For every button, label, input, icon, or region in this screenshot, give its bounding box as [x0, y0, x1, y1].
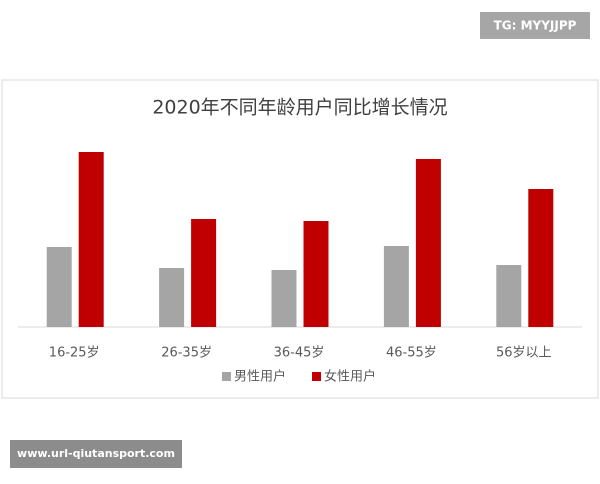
watermark: TG: MYYJJPP [494, 19, 577, 33]
watermark-box [480, 12, 590, 39]
x-tick-label: 26-35岁 [161, 346, 212, 361]
bar [191, 219, 217, 327]
bar [383, 246, 409, 327]
x-tick-label: 36-45岁 [274, 346, 325, 361]
x-tick-label: 56岁以上 [496, 346, 552, 361]
bar [46, 247, 72, 327]
bar [271, 270, 297, 327]
bar [528, 189, 554, 327]
legend-label: 女性用户 [324, 369, 376, 385]
legend-label: 男性用户 [234, 369, 286, 385]
x-tick-label: 46-55岁 [386, 346, 437, 361]
bar [159, 268, 185, 327]
watermark-box [10, 440, 182, 468]
chart-title: 2020年不同年龄用户同比增长情况 [152, 97, 447, 119]
bar [78, 152, 104, 327]
bar [303, 221, 329, 327]
watermark: www.url-qiutansport.com [17, 447, 175, 460]
legend-swatch [312, 372, 321, 381]
x-tick-label: 16-25岁 [49, 346, 100, 361]
legend-swatch [222, 372, 231, 381]
bar [496, 265, 522, 327]
bar [415, 159, 441, 327]
